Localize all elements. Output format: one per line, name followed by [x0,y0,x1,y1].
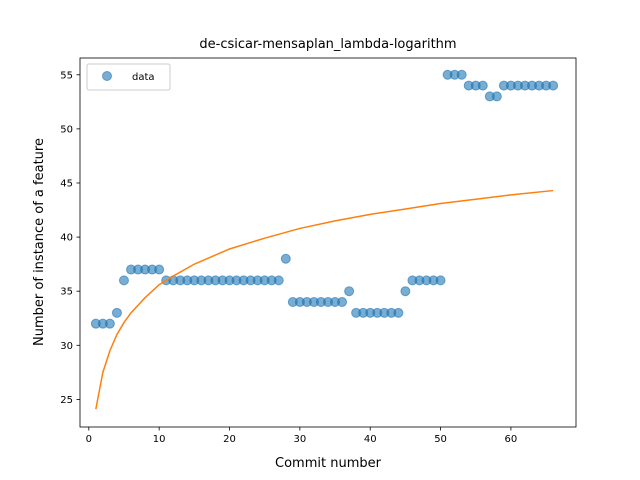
x-tick-label: 60 [505,434,518,445]
y-tick-label: 45 [60,178,73,189]
chart-title: de-csicar-mensaplan_lambda-logarithm [199,37,456,52]
data-point [280,253,291,264]
legend-frame [86,63,171,91]
y-axis-label: Number of instance of a feature [32,138,47,346]
data-point [118,275,129,286]
data-point [104,318,115,329]
data-point [154,264,165,275]
axes-frame [79,57,577,428]
y-tick-label: 30 [60,341,73,352]
x-tick-label: 50 [434,434,447,445]
fit-line [95,189,554,410]
y-tick-label: 25 [60,395,73,406]
data-point [111,307,122,318]
data-point [548,80,559,91]
x-tick-label: 40 [364,434,377,445]
data-point [400,286,411,297]
data-point [456,69,467,80]
y-tick-label: 50 [60,124,73,135]
x-tick-label: 30 [293,434,306,445]
data-point [435,275,446,286]
y-tick-label: 35 [60,287,73,298]
plot-area [90,69,559,410]
legend-label-data: data [132,72,155,83]
x-tick-label: 20 [223,434,236,445]
data-point [337,297,348,308]
x-axis-label: Commit number [275,456,382,471]
x-tick-label: 0 [86,434,92,445]
y-tick-label: 55 [60,70,73,81]
data-point [477,80,488,91]
data-point [273,275,284,286]
legend: data [86,63,171,91]
x-tick-label: 10 [153,434,166,445]
data-point [393,307,404,318]
y-tick-label: 40 [60,233,73,244]
axes: 0 10 20 30 40 50 60 25 30 35 40 45 50 55 [60,57,577,445]
data-point [491,91,502,102]
legend-marker-data [102,71,112,81]
data-point [344,286,355,297]
